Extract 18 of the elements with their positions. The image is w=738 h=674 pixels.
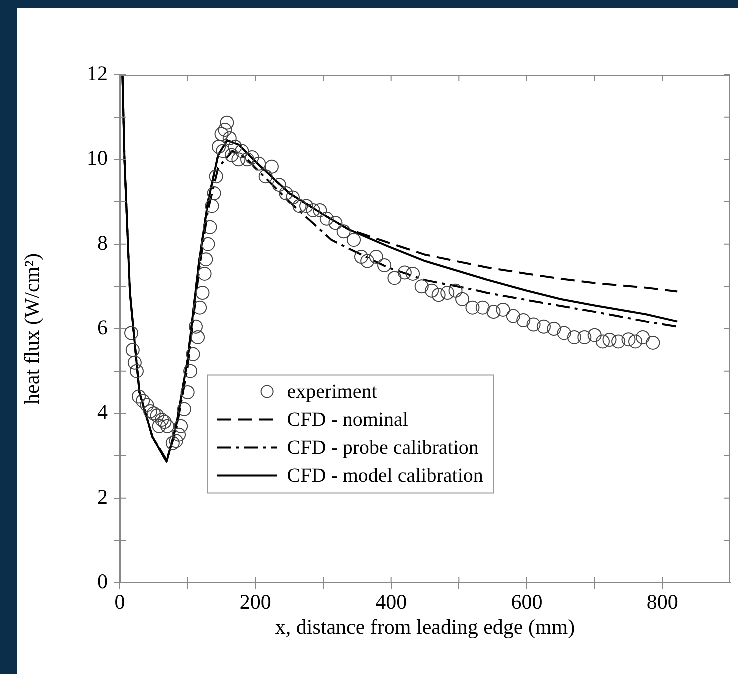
x-tick-label: 0 (114, 590, 126, 614)
y-tick-label: 4 (98, 400, 108, 424)
y-tick-label: 10 (87, 146, 108, 170)
x-axis-title: x, distance from leading edge (mm) (275, 614, 576, 639)
y-tick-label: 6 (98, 316, 108, 340)
x-tick-label: 400 (376, 590, 408, 614)
legend-label: CFD - model calibration (287, 464, 484, 487)
y-tick-label: 8 (98, 230, 108, 255)
legend-label: experiment (287, 380, 378, 403)
legend-label: CFD - probe calibration (287, 436, 479, 459)
y-axis-title: heat flux (W/cm²) (20, 254, 44, 404)
y-tick-label: 12 (87, 62, 108, 86)
x-tick-label: 800 (646, 590, 678, 614)
x-tick-label: 600 (511, 590, 543, 614)
y-tick-label: 2 (98, 484, 108, 509)
y-tick-label: 0 (98, 570, 108, 594)
legend-label: CFD - nominal (287, 408, 409, 431)
x-tick-label: 200 (240, 590, 272, 614)
